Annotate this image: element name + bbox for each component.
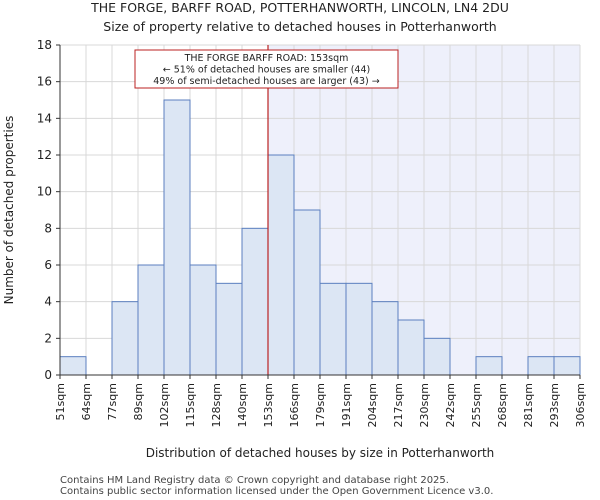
histogram-bar xyxy=(527,356,555,376)
histogram-bar xyxy=(423,337,451,376)
histogram-bar xyxy=(345,282,373,376)
histogram-bar xyxy=(553,356,581,376)
x-tick-label: 242sqm xyxy=(444,383,457,427)
x-tick-label: 306sqm xyxy=(574,383,587,427)
y-tick-label: 16 xyxy=(37,75,52,89)
x-axis-label: Distribution of detached houses by size … xyxy=(146,446,495,460)
y-tick-label: 4 xyxy=(44,295,52,309)
histogram-bar xyxy=(267,154,295,376)
histogram-bar xyxy=(371,301,399,376)
x-tick-label: 268sqm xyxy=(496,383,509,427)
chart-title: THE FORGE, BARFF ROAD, POTTERHANWORTH, L… xyxy=(90,0,509,15)
x-tick-label: 293sqm xyxy=(548,383,561,427)
annotation-line-2: ← 51% of detached houses are smaller (44… xyxy=(163,65,370,76)
x-tick-label: 77sqm xyxy=(106,383,119,420)
histogram-bar xyxy=(59,356,87,376)
x-tick-label: 140sqm xyxy=(236,383,249,427)
annotation-line-3: 49% of semi-detached houses are larger (… xyxy=(153,76,380,87)
histogram-bar xyxy=(241,227,269,376)
histogram-bar xyxy=(137,264,165,376)
annotation-box xyxy=(134,49,399,89)
histogram-bar xyxy=(111,301,139,376)
footer-line-2: Contains public sector information licen… xyxy=(60,486,493,497)
histogram-bar xyxy=(189,264,217,376)
x-tick-label: 153sqm xyxy=(262,383,275,427)
y-tick-label: 8 xyxy=(44,221,52,235)
x-tick-label: 179sqm xyxy=(314,383,327,427)
y-tick-label: 0 xyxy=(44,368,52,382)
x-tick-label: 128sqm xyxy=(210,383,223,427)
histogram-bar xyxy=(475,356,503,376)
x-tick-label: 255sqm xyxy=(470,383,483,427)
histogram-bar xyxy=(397,319,425,376)
x-tick-label: 230sqm xyxy=(418,383,431,427)
chart-subtitle: Size of property relative to detached ho… xyxy=(103,19,496,34)
y-tick-label: 10 xyxy=(37,185,52,199)
y-tick-label: 14 xyxy=(37,111,52,125)
x-tick-label: 191sqm xyxy=(340,383,353,427)
x-tick-label: 115sqm xyxy=(184,383,197,427)
x-tick-label: 217sqm xyxy=(392,383,405,427)
x-tick-label: 204sqm xyxy=(366,383,379,427)
x-tick-label: 166sqm xyxy=(288,383,301,427)
histogram-bar xyxy=(163,99,191,376)
x-tick-label: 281sqm xyxy=(522,383,535,427)
histogram-bar xyxy=(293,209,321,376)
histogram-bar xyxy=(215,282,243,376)
histogram-bar xyxy=(319,282,347,376)
y-tick-label: 2 xyxy=(44,331,52,345)
y-tick-label: 12 xyxy=(37,148,52,162)
x-tick-label: 51sqm xyxy=(54,383,67,420)
x-tick-label: 64sqm xyxy=(80,383,93,420)
footer-line-1: Contains HM Land Registry data © Crown c… xyxy=(60,475,449,486)
y-tick-label: 6 xyxy=(44,258,52,272)
y-axis-label: Number of detached properties xyxy=(2,116,16,305)
x-tick-label: 89sqm xyxy=(132,383,145,420)
plot-area: THE FORGE BARFF ROAD: 153sqm← 51% of det… xyxy=(37,38,587,427)
y-tick-label: 18 xyxy=(37,38,52,52)
x-tick-label: 102sqm xyxy=(158,383,171,427)
annotation-line-1: THE FORGE BARFF ROAD: 153sqm xyxy=(184,53,349,64)
